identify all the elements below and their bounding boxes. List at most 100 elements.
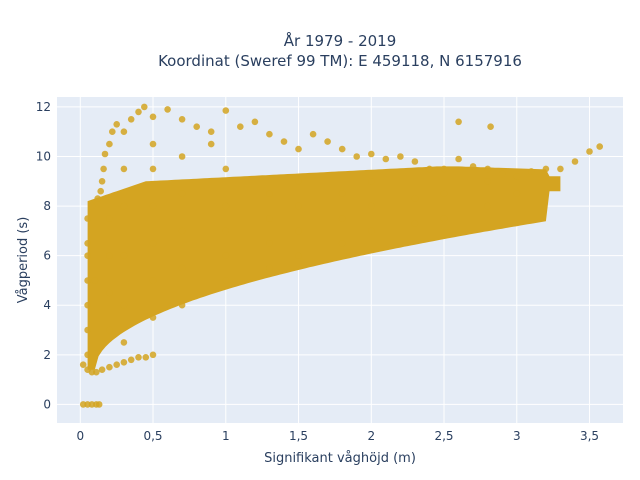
- data-point: [222, 277, 230, 284]
- data-point: [469, 163, 477, 170]
- data-point: [93, 368, 100, 376]
- data-point: [571, 158, 579, 165]
- data-point: [513, 190, 521, 197]
- data-point: [84, 215, 91, 222]
- data-point: [295, 252, 302, 259]
- chart-title-line1: År 1979 - 2019: [284, 31, 397, 50]
- data-point: [120, 128, 128, 135]
- data-point: [142, 354, 150, 361]
- data-point: [440, 190, 448, 197]
- data-point: [207, 140, 215, 148]
- data-point: [178, 301, 186, 309]
- data-point: [411, 158, 419, 165]
- data-point: [98, 178, 106, 185]
- data-point: [178, 116, 186, 123]
- data-point: [251, 118, 259, 126]
- data-point: [127, 356, 135, 364]
- data-point: [88, 202, 96, 210]
- data-point: [106, 215, 113, 222]
- x-tick-label: 3: [513, 429, 521, 443]
- y-tick-label: 4: [43, 298, 51, 312]
- data-point: [222, 252, 230, 259]
- data-point: [266, 130, 273, 138]
- data-point: [324, 138, 331, 145]
- data-point: [178, 264, 186, 272]
- data-point: [266, 240, 273, 247]
- data-point: [164, 106, 171, 113]
- data-point: [426, 165, 433, 173]
- data-point: [382, 155, 390, 163]
- data-point: [91, 277, 99, 284]
- data-point: [135, 108, 142, 116]
- data-point: [266, 264, 273, 272]
- data-point: [368, 227, 375, 235]
- x-tick-label: 2: [367, 429, 375, 443]
- x-tick-label: 3,5: [580, 429, 599, 443]
- data-point: [455, 155, 462, 163]
- x-tick-label: 0,5: [143, 429, 162, 443]
- data-point: [141, 103, 148, 111]
- y-tick-label: 12: [36, 100, 51, 114]
- data-point: [127, 116, 135, 123]
- data-point: [97, 187, 104, 195]
- data-point: [222, 165, 230, 173]
- data-point: [149, 165, 157, 173]
- data-point: [101, 150, 109, 158]
- data-point: [79, 361, 87, 369]
- y-tick-label: 0: [43, 397, 51, 411]
- data-point: [178, 153, 186, 160]
- data-point: [113, 361, 120, 369]
- data-point: [338, 240, 346, 247]
- data-point: [113, 121, 120, 128]
- data-point: [266, 215, 273, 222]
- data-point: [222, 202, 230, 210]
- data-point: [484, 178, 492, 185]
- data-point: [498, 170, 506, 178]
- data-point: [106, 363, 113, 371]
- data-point: [368, 202, 375, 210]
- data-point: [487, 123, 494, 130]
- x-tick-label: 2,5: [434, 429, 453, 443]
- data-point: [309, 130, 317, 138]
- data-point: [120, 339, 128, 346]
- y-tick-label: 10: [36, 149, 51, 163]
- x-axis-title: Signifikant våghöjd (m): [264, 451, 416, 466]
- data-point: [484, 165, 492, 173]
- x-tick-label: 1: [222, 429, 230, 443]
- data-points: [79, 103, 603, 408]
- data-point: [266, 190, 273, 197]
- data-point: [120, 252, 128, 259]
- data-point: [120, 359, 128, 366]
- y-axis-title: Vågperiod (s): [16, 217, 31, 304]
- data-point: [513, 173, 521, 180]
- data-point: [84, 301, 91, 309]
- data-point: [193, 123, 200, 130]
- data-point: [106, 326, 113, 334]
- data-point: [95, 401, 103, 408]
- data-point: [295, 202, 302, 210]
- data-point: [84, 326, 91, 334]
- data-point: [149, 277, 157, 284]
- data-point: [455, 118, 462, 126]
- data-point: [338, 190, 346, 197]
- x-tick-label: 0: [76, 429, 84, 443]
- data-point: [149, 351, 157, 359]
- tick-labels: 0 0,5 1 1,5 2 2,5 3 3,5 0 2 4 6 8 10 12: [36, 100, 599, 443]
- data-point: [353, 153, 361, 160]
- data-point: [106, 289, 113, 297]
- data-point: [596, 143, 603, 150]
- data-point: [84, 351, 91, 359]
- x-tick-label: 1,5: [289, 429, 308, 443]
- data-point: [222, 107, 230, 114]
- data-point: [368, 178, 375, 185]
- data-point: [120, 202, 128, 210]
- data-point: [411, 220, 419, 227]
- data-point: [120, 165, 128, 173]
- data-point: [368, 150, 375, 158]
- data-point: [295, 145, 302, 153]
- data-point: [100, 165, 107, 173]
- data-point: [178, 190, 186, 197]
- data-point: [149, 240, 157, 247]
- y-tick-label: 8: [43, 199, 51, 213]
